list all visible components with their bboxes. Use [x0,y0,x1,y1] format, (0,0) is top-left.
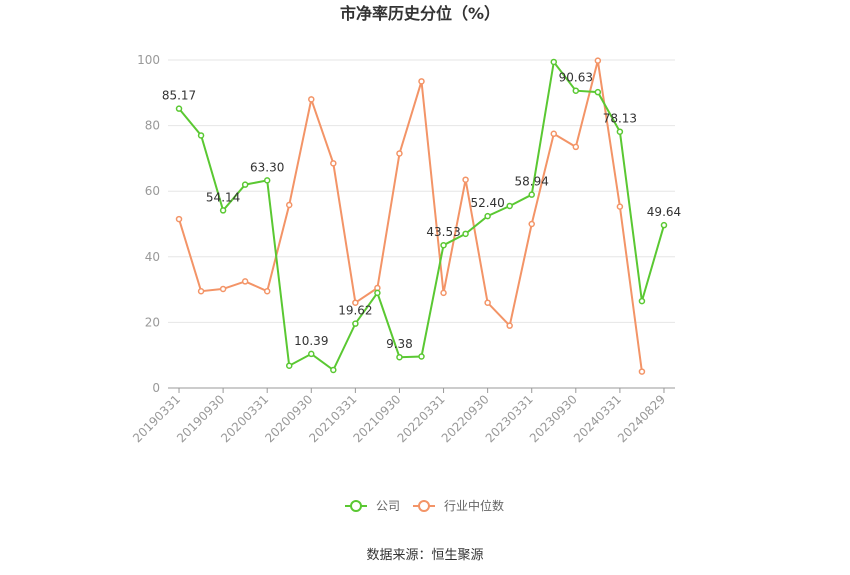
y-tick-label: 60 [145,184,160,198]
data-point [440,289,447,297]
data-point [352,299,359,306]
data-point [594,57,602,64]
data-point [616,128,624,135]
data-point [285,201,293,209]
data-point [175,105,183,112]
data-point [660,221,668,229]
data-label: 54.14 [206,190,240,204]
data-point [308,96,315,103]
data-point [572,143,580,151]
x-tick-label: 20240829 [615,392,668,445]
data-point [616,203,624,210]
data-point [374,289,381,297]
data-point [528,191,535,198]
y-tick-label: 80 [145,119,160,133]
data-point [418,78,425,85]
x-axis: 2019033120190930202003312020093020210331… [130,387,675,445]
data-point [506,322,513,329]
series-line [178,59,665,372]
data-label: 19.62 [338,304,372,318]
data-point [352,320,359,327]
data-label: 10.39 [294,334,328,348]
legend-label: 行业中位数 [444,498,504,513]
legend-marker [418,500,430,512]
y-tick-label: 40 [145,250,160,264]
data-label: 9.38 [386,337,413,351]
y-tick-label: 20 [145,315,160,329]
data-point [241,181,249,188]
data-point [638,368,646,375]
grid [168,59,675,323]
data-point [396,353,403,361]
data-point [308,350,315,358]
data-point [550,130,558,138]
data-point [330,366,337,374]
data-point [550,58,558,66]
data-point [197,287,205,295]
data-point [330,160,337,167]
data-point [462,230,469,238]
data-label: 78.13 [603,112,637,126]
data-point [528,220,535,228]
legend[interactable]: 公司 行业中位数 [345,498,504,513]
data-point [219,207,227,214]
data-labels: 85.17 54.14 63.30 10.39 19.62 9.38 43.53 52.40 5… [162,71,681,352]
data-label: 43.53 [426,225,460,239]
data-label: 85.17 [162,89,196,103]
data-label: 63.30 [250,160,284,174]
data-point [506,202,513,210]
data-point [219,285,227,293]
y-axis: 0 20 40 60 80 100 [137,53,160,395]
data-point [241,278,249,285]
legend-marker [350,500,362,512]
data-point [572,87,580,94]
data-point [440,241,447,249]
data-point [285,362,293,369]
data-point [175,215,183,223]
data-point [462,176,469,183]
data-point [484,212,491,220]
data-label: 52.40 [470,196,504,210]
series-line [178,60,643,372]
chart-title: 市净率历史分位（%） [340,4,500,23]
data-label: 49.64 [647,205,681,219]
data-label: 58.94 [515,175,549,189]
series-layer [175,57,668,375]
y-tick-label: 100 [137,53,160,67]
source-note: 数据来源：恒生聚源 [366,548,483,563]
data-point [263,287,271,295]
data-point [396,150,403,157]
y-tick-label: 0 [152,381,160,395]
data-label: 90.63 [559,71,593,85]
data-point [484,299,491,306]
legend-label: 公司 [376,499,400,513]
data-point [594,88,602,96]
data-point [418,353,425,360]
data-point [638,297,646,305]
data-point [197,132,205,139]
data-point [263,177,271,184]
